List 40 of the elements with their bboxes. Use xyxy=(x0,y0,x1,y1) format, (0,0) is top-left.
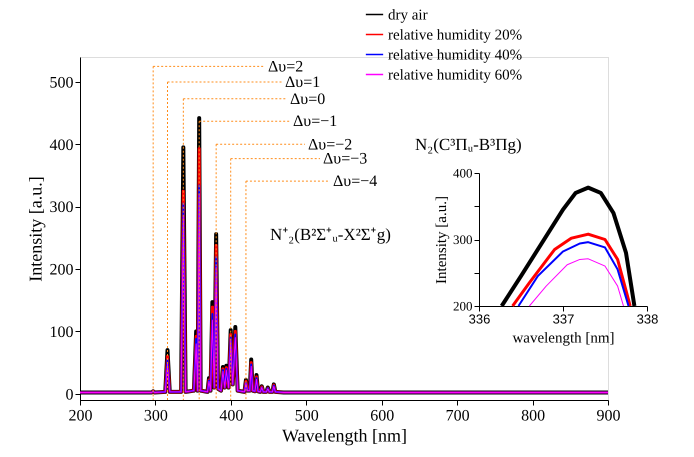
line-series xyxy=(528,258,624,306)
annotation: Δυ=1 xyxy=(285,74,320,91)
y-tick-label: 100 xyxy=(50,324,74,341)
line-series xyxy=(511,232,632,308)
x-axis-title: Wavelength [nm] xyxy=(282,426,408,446)
x-tick-label: 800 xyxy=(521,408,546,424)
x-tick-label: 200 xyxy=(68,408,92,424)
x-tick-label: 337 xyxy=(552,312,574,326)
annotation: Δυ=−3 xyxy=(323,150,368,168)
x-tick-label: 600 xyxy=(370,408,394,424)
y-tick-label: 500 xyxy=(50,74,74,92)
annotation: N⁺₂(B²Σ⁺ᵤ-X²Σ⁺g) xyxy=(270,225,391,244)
legend-label: relative humidity 20% xyxy=(388,28,522,44)
legend-label: relative humidity 60% xyxy=(388,68,522,84)
x-tick-label: 700 xyxy=(446,408,470,424)
y-tick-label: 400 xyxy=(50,136,74,154)
line-series xyxy=(517,241,630,307)
annotation: N₂(C³Πᵤ-B³Πg) xyxy=(415,135,522,154)
y-axis-title: Intensity [a.u.] xyxy=(26,176,46,282)
y-tick-label: 200 xyxy=(50,262,74,279)
x-tick-label: 338 xyxy=(636,312,658,326)
annotation: Δυ=−1 xyxy=(293,113,338,130)
annotation: Δυ=2 xyxy=(268,58,304,76)
annotation: Δυ=0 xyxy=(290,90,326,108)
x-axis-title: wavelength [nm] xyxy=(512,330,615,346)
y-tick-label: 400 xyxy=(453,166,472,180)
y-axis-title: Intensity [a.u.] xyxy=(434,196,450,284)
y-tick-label: 300 xyxy=(50,199,74,216)
annotation: Δυ=−4 xyxy=(333,173,378,190)
annotation: Δυ=−2 xyxy=(308,136,352,154)
y-tick-label: 200 xyxy=(453,298,472,314)
x-tick-label: 336 xyxy=(468,312,490,326)
legend-label: relative humidity 40% xyxy=(388,48,522,64)
y-tick-label: 0 xyxy=(66,386,74,404)
x-tick-label: 500 xyxy=(294,408,319,424)
x-tick-label: 400 xyxy=(219,408,244,424)
y-tick-label: 300 xyxy=(453,232,472,247)
x-tick-label: 900 xyxy=(596,408,620,424)
x-tick-label: 300 xyxy=(144,408,168,424)
legend-label: dry air xyxy=(388,8,428,24)
